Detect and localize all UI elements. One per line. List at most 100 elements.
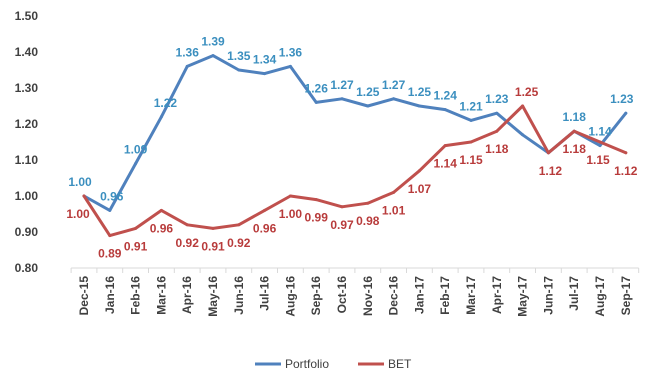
data-point-portfolio xyxy=(314,100,318,104)
data-label-portfolio: 1.23 xyxy=(610,92,634,106)
data-label-portfolio: 1.24 xyxy=(434,89,458,103)
data-label-bet: 1.14 xyxy=(434,157,458,171)
x-tick-label: Sep-17 xyxy=(619,276,633,316)
data-label-portfolio: 1.22 xyxy=(154,96,178,110)
data-point-portfolio xyxy=(469,118,473,122)
x-tick-label: Dec-16 xyxy=(387,276,401,316)
y-tick-label: 1.40 xyxy=(15,45,39,59)
data-label-portfolio: 0.96 xyxy=(100,189,124,203)
data-label-bet: 0.91 xyxy=(201,239,225,253)
legend: Portfolio BET xyxy=(255,357,412,371)
data-point-bet xyxy=(314,198,318,202)
data-label-portfolio: 1.27 xyxy=(382,78,406,92)
x-axis: Dec-15 Jan-16 Feb-16 Mar-16 Apr-16 May-16 Jun-… xyxy=(70,267,640,317)
x-tick-label: Sep-16 xyxy=(309,276,323,316)
x-tick-label: Apr-16 xyxy=(180,276,194,314)
series-line-portfolio xyxy=(82,54,628,212)
data-point-bet xyxy=(572,129,576,133)
data-point-portfolio xyxy=(624,111,628,115)
x-tick-label: Apr-17 xyxy=(490,276,504,314)
data-label-bet: 1.18 xyxy=(485,142,509,156)
data-point-portfolio xyxy=(159,115,163,119)
data-label-bet: 0.89 xyxy=(98,247,122,261)
data-point-bet xyxy=(185,223,189,227)
data-point-bet xyxy=(366,201,370,205)
data-point-portfolio xyxy=(108,208,112,212)
x-tick-label: Jan-16 xyxy=(103,276,117,314)
data-label-bet: 1.12 xyxy=(539,164,563,178)
series-layer xyxy=(82,54,628,238)
data-label-bet: 0.96 xyxy=(253,221,277,235)
data-label-portfolio: 1.26 xyxy=(305,81,329,95)
x-tick-label: Jun-16 xyxy=(232,276,246,315)
x-tick-label: Oct-16 xyxy=(335,276,349,314)
data-label-portfolio: 1.09 xyxy=(124,143,148,157)
data-label-bet: 1.00 xyxy=(279,207,303,221)
data-point-portfolio xyxy=(598,144,602,148)
y-tick-label: 1.10 xyxy=(15,153,39,167)
data-labels: 1.000.961.091.221.361.391.35 1.341.361.26… xyxy=(66,35,637,261)
data-point-bet xyxy=(134,226,138,230)
x-tick-label: Mar-16 xyxy=(154,276,168,315)
data-point-bet xyxy=(82,194,86,198)
data-point-portfolio xyxy=(392,97,396,101)
data-label-portfolio: 1.25 xyxy=(408,85,432,99)
data-label-bet: 1.25 xyxy=(515,85,539,99)
data-point-portfolio xyxy=(237,68,241,72)
y-tick-label: 0.80 xyxy=(15,261,39,275)
legend-label-portfolio: Portfolio xyxy=(285,357,329,371)
data-point-bet xyxy=(159,208,163,212)
data-point-portfolio xyxy=(495,111,499,115)
data-point-bet xyxy=(443,144,447,148)
data-point-bet xyxy=(392,190,396,194)
data-label-bet: 1.00 xyxy=(66,207,90,221)
x-tick-label: May-16 xyxy=(206,276,220,317)
series-line-bet xyxy=(82,104,628,238)
data-point-bet xyxy=(624,151,628,155)
y-axis: 0.80 0.90 1.00 1.10 1.20 1.30 1.40 1.50 xyxy=(15,9,39,275)
data-point-bet xyxy=(108,234,112,238)
x-tick-label: May-17 xyxy=(516,276,530,317)
data-point-bet xyxy=(288,194,292,198)
data-label-portfolio: 1.39 xyxy=(201,35,225,49)
data-point-portfolio xyxy=(417,104,421,108)
data-point-portfolio xyxy=(134,162,138,166)
data-label-portfolio: 1.36 xyxy=(176,45,200,59)
data-point-bet xyxy=(340,205,344,209)
data-point-portfolio xyxy=(185,64,189,68)
data-label-portfolio: 1.27 xyxy=(330,78,354,92)
y-tick-label: 0.90 xyxy=(15,225,39,239)
data-point-portfolio xyxy=(288,64,292,68)
x-tick-label: Feb-16 xyxy=(129,276,143,315)
data-label-portfolio: 1.23 xyxy=(485,92,509,106)
y-tick-label: 1.30 xyxy=(15,81,39,95)
data-label-portfolio: 1.14 xyxy=(588,125,612,139)
data-label-bet: 0.92 xyxy=(227,236,251,250)
data-point-bet xyxy=(417,169,421,173)
data-label-portfolio: 1.18 xyxy=(563,110,587,124)
legend-label-bet: BET xyxy=(388,357,412,371)
y-tick-label: 1.00 xyxy=(15,189,39,203)
x-tick-label: Mar-17 xyxy=(464,276,478,315)
data-point-portfolio xyxy=(443,108,447,112)
data-label-portfolio: 1.00 xyxy=(68,175,92,189)
data-label-bet: 0.98 xyxy=(356,214,380,228)
data-point-bet xyxy=(469,140,473,144)
data-point-bet xyxy=(598,140,602,144)
x-tick-label: Aug-17 xyxy=(593,276,607,317)
data-point-bet xyxy=(237,223,241,227)
data-label-portfolio: 1.36 xyxy=(279,45,303,59)
data-label-bet: 1.07 xyxy=(408,182,432,196)
data-point-portfolio xyxy=(366,104,370,108)
x-tick-label: Jun-17 xyxy=(541,276,555,315)
data-point-portfolio xyxy=(211,54,215,58)
x-tick-label: Nov-16 xyxy=(361,276,375,316)
data-point-portfolio xyxy=(263,72,267,76)
data-label-bet: 0.92 xyxy=(176,236,200,250)
data-label-portfolio: 1.21 xyxy=(459,99,483,113)
data-label-bet: 1.12 xyxy=(614,164,638,178)
data-label-bet: 1.15 xyxy=(459,153,483,167)
data-label-portfolio: 1.34 xyxy=(253,53,277,67)
x-tick-label: Jul-17 xyxy=(567,276,581,311)
